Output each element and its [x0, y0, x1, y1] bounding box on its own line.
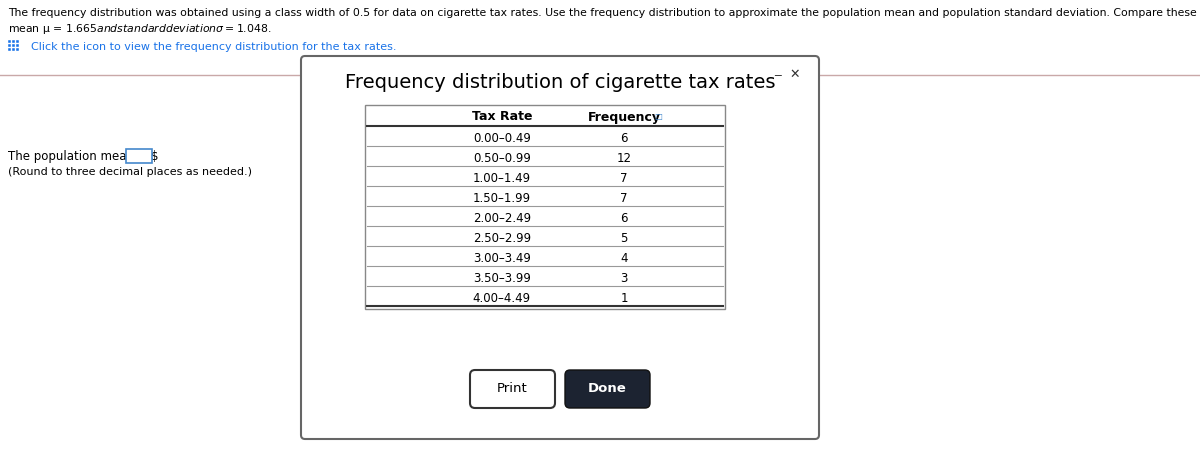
Text: 3.50–3.99: 3.50–3.99 [473, 272, 530, 285]
Text: 3: 3 [620, 272, 628, 285]
Bar [365, 105, 725, 309]
Text: □: □ [654, 113, 662, 122]
Text: Click the icon to view the frequency distribution for the tax rates.: Click the icon to view the frequency dis… [24, 42, 396, 52]
Text: 2.50–2.99: 2.50–2.99 [473, 232, 530, 245]
Text: ✕: ✕ [790, 68, 800, 81]
Text: 2.00–2.49: 2.00–2.49 [473, 211, 530, 224]
Bar [12, 40, 14, 43]
Text: Tax Rate: Tax Rate [472, 110, 532, 123]
Text: ─: ─ [774, 70, 780, 80]
Text: 3.00–3.49: 3.00–3.49 [473, 251, 530, 264]
Text: Frequency: Frequency [588, 110, 661, 123]
Text: The population mean is $: The population mean is $ [8, 150, 158, 163]
Bar [12, 44, 14, 47]
Text: mean μ = $1.665 and standard deviation σ = $1.048.: mean μ = $1.665 and standard deviation σ… [8, 22, 271, 36]
Text: 1.00–1.49: 1.00–1.49 [473, 172, 530, 185]
FancyBboxPatch shape [301, 56, 818, 439]
Text: 1: 1 [620, 291, 628, 304]
FancyBboxPatch shape [565, 370, 650, 408]
Text: Frequency distribution of cigarette tax rates: Frequency distribution of cigarette tax … [344, 72, 775, 92]
Bar [12, 48, 14, 51]
Bar [16, 44, 19, 47]
Text: 4.00–4.49: 4.00–4.49 [473, 291, 530, 304]
Text: 5: 5 [620, 232, 628, 245]
FancyBboxPatch shape [470, 370, 554, 408]
Text: 12: 12 [617, 151, 631, 164]
Text: Print: Print [497, 383, 528, 396]
Bar [8, 48, 11, 51]
Text: 7: 7 [620, 192, 628, 204]
Text: 1.50–1.99: 1.50–1.99 [473, 192, 530, 204]
Text: 6: 6 [620, 132, 628, 145]
Bar [8, 40, 11, 43]
Bar [16, 48, 19, 51]
Bar [16, 40, 19, 43]
Text: Done: Done [588, 383, 626, 396]
Text: 6: 6 [620, 211, 628, 224]
Text: 4: 4 [620, 251, 628, 264]
FancyBboxPatch shape [126, 149, 151, 163]
Text: The frequency distribution was obtained using a class width of 0.5 for data on c: The frequency distribution was obtained … [8, 8, 1200, 18]
Text: (Round to three decimal places as needed.): (Round to three decimal places as needed… [8, 167, 252, 177]
Text: 7: 7 [620, 172, 628, 185]
Text: 0.50–0.99: 0.50–0.99 [473, 151, 530, 164]
Text: 0.00–0.49: 0.00–0.49 [473, 132, 530, 145]
Bar [8, 44, 11, 47]
